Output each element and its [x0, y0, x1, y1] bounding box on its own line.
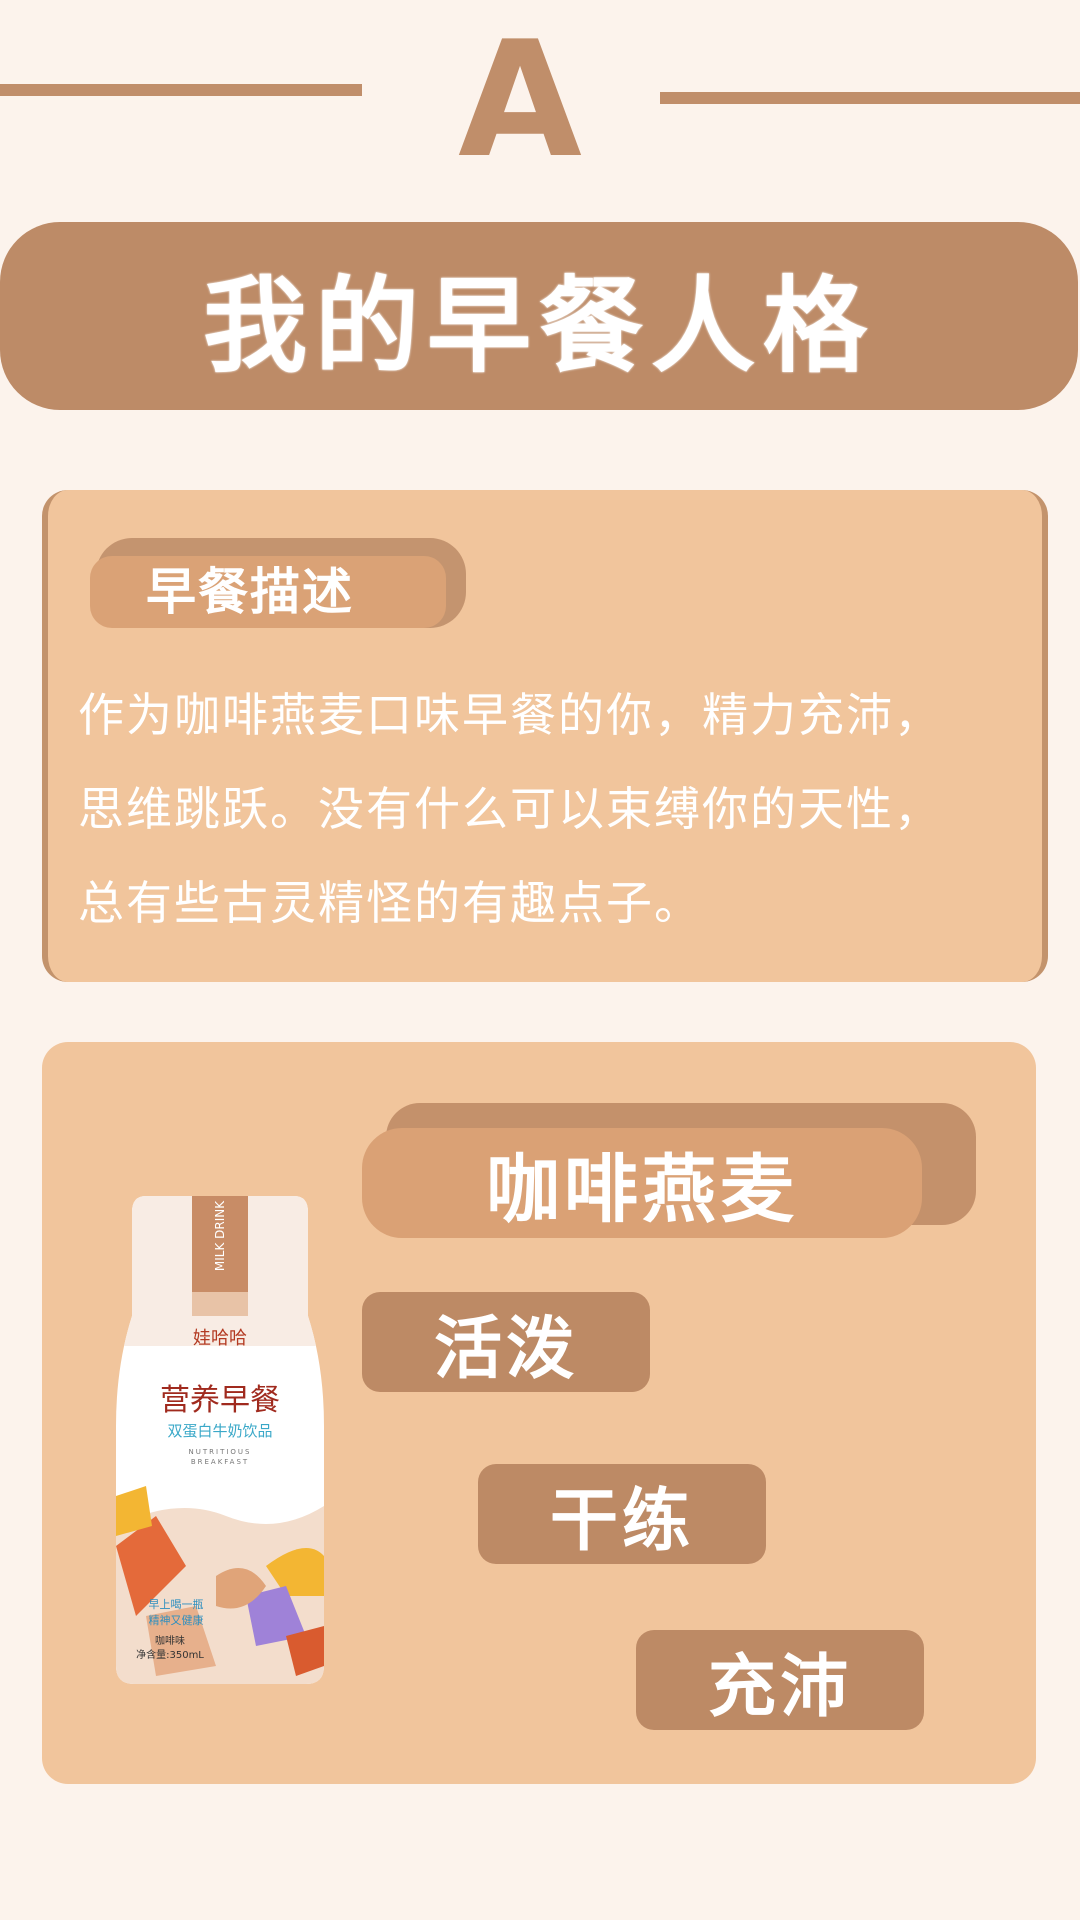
product-name: 营养早餐 [160, 1383, 280, 1418]
product-english-2: BREAKFAST [191, 1458, 249, 1466]
product-slogan-1: 早上喝一瓶 [149, 1597, 204, 1611]
product-subtitle: 双蛋白牛奶饮品 [167, 1422, 272, 1440]
product-brand: 娃哈哈 [193, 1328, 247, 1349]
description-line: 作为咖啡燕麦口味早餐的你，精力充沛， [78, 688, 942, 742]
flavor-label: 咖啡燕麦 [486, 1146, 798, 1233]
trait-tag: 干练 [478, 1464, 766, 1564]
trait-tag: 活泼 [362, 1292, 650, 1392]
description-text: 作为咖啡燕麦口味早餐的你，精力充沛， 思维跳跃。没有什么可以束缚你的天性， 总有… [78, 668, 1038, 950]
product-volume: 净含量:350mL [136, 1648, 204, 1661]
product-slogan-2: 精神又健康 [149, 1613, 204, 1627]
page-title: 我的早餐人格 [202, 264, 875, 387]
header-rule-right [660, 92, 1080, 104]
trait-label: 充沛 [707, 1647, 852, 1727]
description-tab [90, 556, 446, 628]
trait-label: 干练 [549, 1481, 694, 1561]
title-banner: 我的早餐人格 [0, 222, 1078, 410]
trait-tag: 充沛 [636, 1630, 924, 1730]
product-bottle-image: 娃哈哈 MILK DRINK 营养早餐 双蛋白牛奶饮品 NUTRITIOUS B… [116, 1196, 324, 1684]
flavor-pill: 咖啡燕麦 [362, 1128, 922, 1238]
header-rule-left [0, 84, 362, 96]
trait-label: 活泼 [433, 1309, 578, 1389]
section-letter: A [458, 6, 582, 193]
product-english-1: NUTRITIOUS [189, 1448, 252, 1456]
description-line: 总有些古灵精怪的有趣点子。 [78, 876, 702, 930]
description-line: 思维跳跃。没有什么可以束缚你的天性， [78, 782, 942, 836]
product-flavor: 咖啡味 [155, 1635, 185, 1647]
product-side-label: MILK DRINK [213, 1200, 227, 1271]
description-tab-label: 早餐描述 [146, 563, 354, 621]
